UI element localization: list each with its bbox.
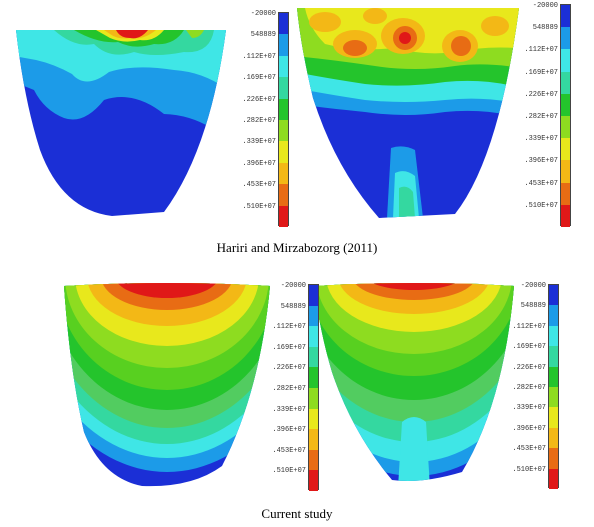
legend-swatch bbox=[561, 138, 570, 161]
legend-tick-label: 548889 bbox=[532, 24, 558, 33]
legend-swatch bbox=[561, 116, 570, 139]
contour-plot-bottom-right bbox=[314, 283, 514, 481]
legend-tick-label: -20000 bbox=[280, 282, 306, 290]
legend-swatch bbox=[309, 449, 318, 471]
legend-tick-label: .112E+07 bbox=[272, 323, 306, 332]
legend-tick-label: -20000 bbox=[532, 2, 558, 10]
legend-swatch bbox=[279, 162, 288, 185]
legend-bottom-right: -20000 548889 .112E+07 .169E+07 .226E+07 .282… bbox=[510, 282, 560, 490]
legend-swatch bbox=[309, 429, 318, 451]
legend-tick-label: .226E+07 bbox=[512, 363, 546, 372]
legend-swatch bbox=[279, 77, 288, 100]
legend-swatch bbox=[561, 27, 570, 50]
legend-color-bar bbox=[278, 12, 289, 228]
legend-color-bar bbox=[548, 284, 559, 490]
legend-swatch bbox=[279, 55, 288, 78]
legend-swatch bbox=[549, 468, 558, 490]
legend-tick-label: .510E+07 bbox=[242, 202, 276, 211]
legend-swatch bbox=[309, 367, 318, 389]
legend-tick-label: 548889 bbox=[250, 31, 276, 40]
legend-tick-label: .453E+07 bbox=[524, 179, 558, 188]
legend-top-right: -20000 548889 .112E+07 .169E+07 .226E+07 .282… bbox=[522, 2, 572, 228]
legend-swatch bbox=[279, 34, 288, 57]
legend-tick-label: .396E+07 bbox=[512, 424, 546, 433]
legend-swatch bbox=[561, 5, 570, 28]
legend-swatch bbox=[561, 49, 570, 73]
legend-tick-label: .169E+07 bbox=[272, 343, 306, 352]
legend-tick-label: .396E+07 bbox=[524, 157, 558, 166]
legend-bottom-left: -20000 548889 .112E+07 .169E+07 .226E+07 .282… bbox=[270, 282, 320, 492]
legend-tick-label: .112E+07 bbox=[512, 322, 546, 331]
legend-swatch bbox=[549, 427, 558, 449]
legend-swatch bbox=[309, 346, 318, 368]
legend-swatch bbox=[309, 305, 318, 327]
legend-swatch bbox=[309, 470, 318, 492]
legend-swatch bbox=[279, 120, 288, 142]
contour-plot-top-right bbox=[297, 8, 519, 218]
contour-plot-top-left bbox=[16, 30, 226, 216]
legend-tick-label: .169E+07 bbox=[512, 343, 546, 352]
legend-tick-label: -20000 bbox=[520, 282, 546, 290]
legend-tick-label: .282E+07 bbox=[272, 385, 306, 393]
legend-tick-label: .169E+07 bbox=[524, 68, 558, 77]
legend-tick-label: -20000 bbox=[250, 10, 276, 18]
legend-tick-label: .339E+07 bbox=[524, 135, 558, 144]
legend-swatch bbox=[309, 285, 318, 307]
legend-tick-label: .510E+07 bbox=[512, 465, 546, 474]
legend-swatch bbox=[561, 182, 570, 206]
legend-tick-label: .169E+07 bbox=[242, 74, 276, 83]
legend-swatch bbox=[309, 408, 318, 430]
legend-swatch bbox=[279, 205, 288, 228]
legend-color-bar bbox=[560, 4, 571, 228]
legend-tick-label: .226E+07 bbox=[524, 90, 558, 99]
legend-swatch bbox=[549, 285, 558, 306]
contour-plot-bottom-left bbox=[64, 283, 270, 487]
legend-swatch bbox=[309, 388, 318, 410]
caption-hariri-mirzabozorg: Hariri and Mirzabozorg (2011) bbox=[216, 240, 378, 255]
legend-swatch bbox=[549, 305, 558, 327]
legend-tick-label: .282E+07 bbox=[524, 113, 558, 121]
legend-tick-label: 548889 bbox=[520, 302, 546, 311]
caption-current-study: Current study bbox=[261, 506, 333, 521]
legend-swatch bbox=[561, 71, 570, 95]
legend-swatch bbox=[309, 326, 318, 348]
legend-swatch bbox=[549, 325, 558, 347]
legend-swatch bbox=[561, 160, 570, 184]
legend-swatch bbox=[561, 93, 570, 117]
legend-tick-label: .453E+07 bbox=[242, 181, 276, 190]
legend-tick-label: .396E+07 bbox=[242, 159, 276, 168]
legend-tick-label: .453E+07 bbox=[272, 446, 306, 455]
legend-tick-label: .226E+07 bbox=[242, 95, 276, 104]
legend-swatch bbox=[549, 407, 558, 429]
legend-tick-label: 548889 bbox=[280, 302, 306, 311]
legend-swatch bbox=[549, 387, 558, 408]
legend-tick-label: .282E+07 bbox=[242, 117, 276, 125]
legend-color-bar bbox=[308, 284, 319, 492]
legend-tick-label: .510E+07 bbox=[272, 467, 306, 476]
legend-swatch bbox=[279, 98, 288, 121]
legend-tick-label: .339E+07 bbox=[272, 405, 306, 414]
legend-tick-label: .226E+07 bbox=[272, 364, 306, 373]
legend-swatch bbox=[549, 448, 558, 470]
legend-tick-label: .510E+07 bbox=[524, 201, 558, 210]
legend-tick-label: .396E+07 bbox=[272, 426, 306, 435]
legend-top-left: -20000 548889 .112E+07 .169E+07 .226E+07 .282… bbox=[240, 10, 290, 228]
legend-swatch bbox=[549, 346, 558, 368]
legend-swatch bbox=[279, 141, 288, 164]
legend-tick-label: .112E+07 bbox=[242, 52, 276, 61]
legend-swatch bbox=[561, 204, 570, 228]
legend-tick-label: .339E+07 bbox=[242, 138, 276, 147]
legend-swatch bbox=[279, 184, 288, 207]
legend-tick-label: .339E+07 bbox=[512, 404, 546, 413]
legend-tick-label: .453E+07 bbox=[512, 445, 546, 454]
legend-swatch bbox=[549, 366, 558, 388]
legend-tick-label: .282E+07 bbox=[512, 384, 546, 392]
legend-tick-label: .112E+07 bbox=[524, 46, 558, 55]
legend-swatch bbox=[279, 13, 288, 35]
